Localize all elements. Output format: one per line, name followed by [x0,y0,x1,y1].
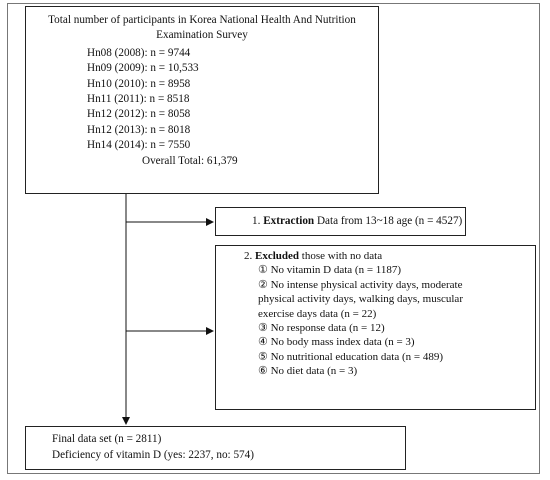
excluded-number: 2. [244,250,255,262]
participants-line: Hn14 (2014): n = 7550 [87,139,191,152]
excluded-item-continued: physical activity days, walking days, mu… [258,293,463,306]
participants-title: Total number of participants in Korea Na… [48,14,356,42]
excluded-item: ① No vitamin D data (n = 1187) [258,264,402,277]
extraction-text: Data from 13~18 age (n = 4527) [314,215,463,227]
extraction-box: 1. Extraction Data from 13~18 age (n = 4… [215,207,466,236]
participants-line: Hn09 (2009): n = 10,533 [87,62,199,75]
excluded-keyword: Excluded [255,250,300,262]
excluded-box: 2. Excluded those with no data ① No vita… [215,245,536,410]
participants-box: Total number of participants in Korea Na… [25,6,379,194]
excluded-item: ④ No body mass index data (n = 3) [258,336,415,349]
excluded-item: ② No intense physical activity days, mod… [258,278,463,291]
participants-list: Hn08 (2008): n = 9744 Hn09 (2009): n = 1… [87,46,368,154]
final-box: Final data set (n = 2811) Deficiency of … [25,426,406,470]
excluded-heading: 2. Excluded those with no data [244,249,529,263]
participants-line: Hn11 (2011): n = 8518 [87,93,190,106]
participants-total: Overall Total: 61,379 [142,154,238,167]
excluded-item: ⑥ No diet data (n = 3) [258,365,358,378]
excluded-item: ③ No response data (n = 12) [258,322,385,335]
diagram-frame [7,3,540,474]
vitamin-d-deficiency-line: Deficiency of vitamin D (yes: 2237, no: … [52,448,254,461]
final-dataset-line: Final data set (n = 2811) [52,433,162,445]
excluded-item: ⑤ No nutritional education data (n = 489… [258,350,443,363]
excluded-item-continued: exercise days data (n = 22) [258,307,377,320]
extraction-number: 1. [252,215,264,227]
extraction-keyword: Extraction [263,215,315,227]
participants-line: Hn12 (2013): n = 8018 [87,123,191,136]
excluded-text: those with no data [299,250,383,262]
participants-line: Hn08 (2008): n = 9744 [87,46,191,59]
participants-line: Hn12 (2012): n = 8058 [87,108,191,121]
participants-line: Hn10 (2010): n = 8958 [87,77,191,90]
